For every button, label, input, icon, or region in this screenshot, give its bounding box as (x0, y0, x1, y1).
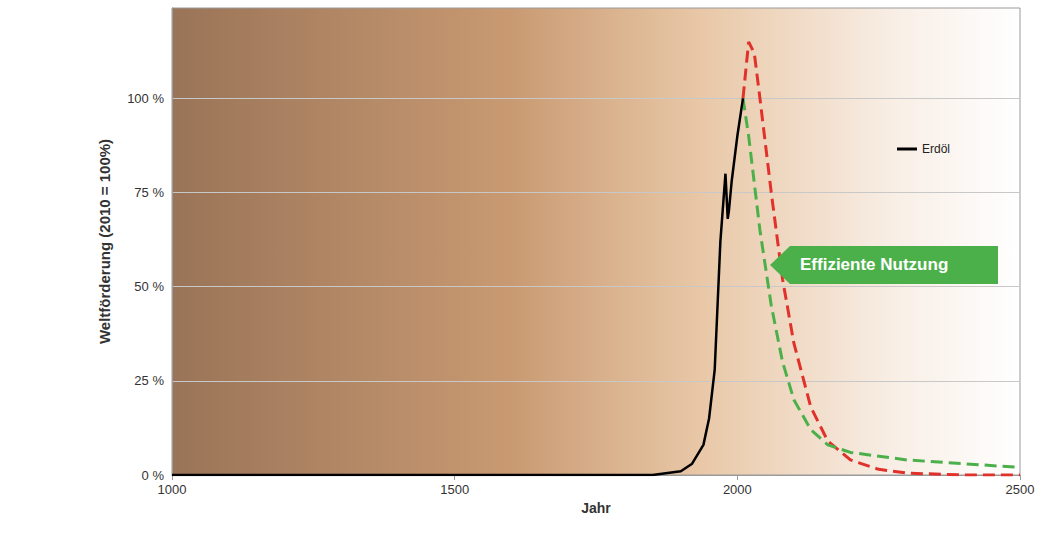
svg-text:Effiziente Nutzung: Effiziente Nutzung (800, 255, 948, 274)
svg-text:50 %: 50 % (134, 279, 164, 294)
svg-text:25 %: 25 % (134, 373, 164, 388)
svg-text:Erdöl: Erdöl (922, 142, 950, 156)
svg-text:100 %: 100 % (127, 91, 164, 106)
svg-text:1500: 1500 (440, 482, 469, 497)
svg-text:1000: 1000 (158, 482, 187, 497)
svg-text:75 %: 75 % (134, 185, 164, 200)
svg-text:2500: 2500 (1006, 482, 1035, 497)
svg-text:2000: 2000 (723, 482, 752, 497)
svg-text:Weltförderung (2010 = 100%): Weltförderung (2010 = 100%) (96, 139, 113, 344)
svg-text:0 %: 0 % (142, 468, 165, 483)
svg-text:Jahr: Jahr (581, 500, 611, 516)
